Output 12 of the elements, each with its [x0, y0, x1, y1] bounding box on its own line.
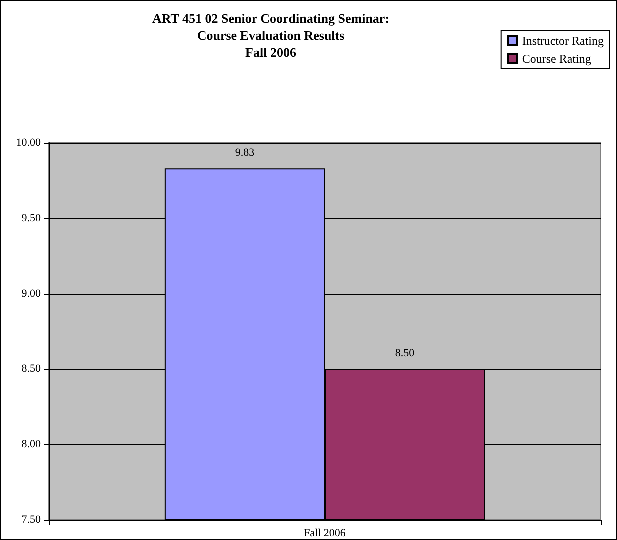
x-tick-label: Fall 2006 — [304, 528, 346, 540]
data-label: 8.50 — [395, 348, 416, 360]
y-tick-label: 10.00 — [16, 137, 42, 149]
y-tick-label: 8.50 — [22, 363, 42, 376]
y-tick-label: 8.00 — [22, 438, 42, 451]
data-label: 9.83 — [235, 147, 256, 160]
legend-label: Instructor Rating — [522, 34, 604, 48]
y-tick-label: 9.50 — [22, 212, 42, 224]
y-tick-label: 7.50 — [22, 514, 42, 526]
y-tick-label: 9.00 — [22, 288, 42, 300]
legend-label: Course Rating — [522, 52, 592, 66]
chart-title: ART 451 02 Senior Coordinating Seminar: Course Evaluation Results Fall 2006 — [152, 11, 390, 60]
